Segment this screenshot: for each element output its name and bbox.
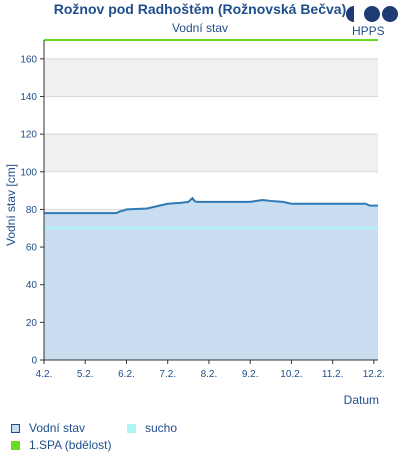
y-ticks: 0 20 40 60 80 100 120 140 160 (20, 54, 44, 367)
series-line-water-level (44, 196, 378, 215)
grid-band (44, 58, 378, 97)
x-tick-label: 9.2. (242, 369, 259, 380)
y-tick-label: 120 (20, 130, 37, 141)
y-tick-label: 140 (20, 92, 37, 103)
chart-title: Rožnov pod Radhoštěm (Rožnovská Bečva) (53, 1, 347, 17)
y-tick-label: 60 (26, 243, 38, 254)
x-tick-label: 6.2. (118, 369, 135, 380)
x-tick-label: 7.2. (159, 369, 176, 380)
y-tick-label: 20 (26, 318, 38, 329)
legend-swatch-water-level (11, 423, 20, 433)
legend-item-drought: sucho (127, 421, 177, 435)
series-lines (44, 39, 378, 230)
y-tick-label: 100 (20, 167, 37, 178)
y-axis-label: Vodní stav [cm] (4, 164, 18, 246)
y-tick-label: 80 (26, 205, 38, 216)
x-tick-label: 11.2. (322, 369, 344, 380)
chart-subtitle: Vodní stav (171, 21, 229, 35)
water-level-area (44, 198, 378, 360)
y-tick-label: 40 (26, 280, 38, 291)
x-tick-label: 12.2. (363, 369, 385, 380)
y-tick-label: 160 (20, 54, 37, 65)
x-ticks: 4.2. 5.2. 6.2. 7.2. 8.2. 9.2. 10.2. 11.2. 12.2. (36, 360, 385, 380)
x-tick-label: 4.2. (36, 369, 53, 380)
legend-swatch-spa1 (11, 440, 20, 450)
grid-band (44, 134, 378, 172)
x-tick-label: 8.2. (201, 369, 218, 380)
hpps-logo (344, 4, 400, 42)
y-tick-label: 0 (31, 356, 37, 367)
logo-mark-icon (346, 6, 398, 22)
x-axis-label: Datum (344, 393, 379, 407)
legend-label-water-level: Vodní stav (29, 421, 86, 435)
legend-swatch-drought (127, 423, 136, 433)
legend-item-water-level: Vodní stav (11, 421, 85, 435)
legend-item-spa1: 1.SPA (bdělost) (11, 438, 112, 452)
legend-label-drought: sucho (145, 421, 178, 435)
x-tick-label: 5.2. (77, 369, 94, 380)
legend-label-spa1: 1.SPA (bdělost) (29, 438, 112, 452)
logo-text: HPPS (352, 24, 385, 38)
x-tick-label: 10.2. (280, 369, 302, 380)
